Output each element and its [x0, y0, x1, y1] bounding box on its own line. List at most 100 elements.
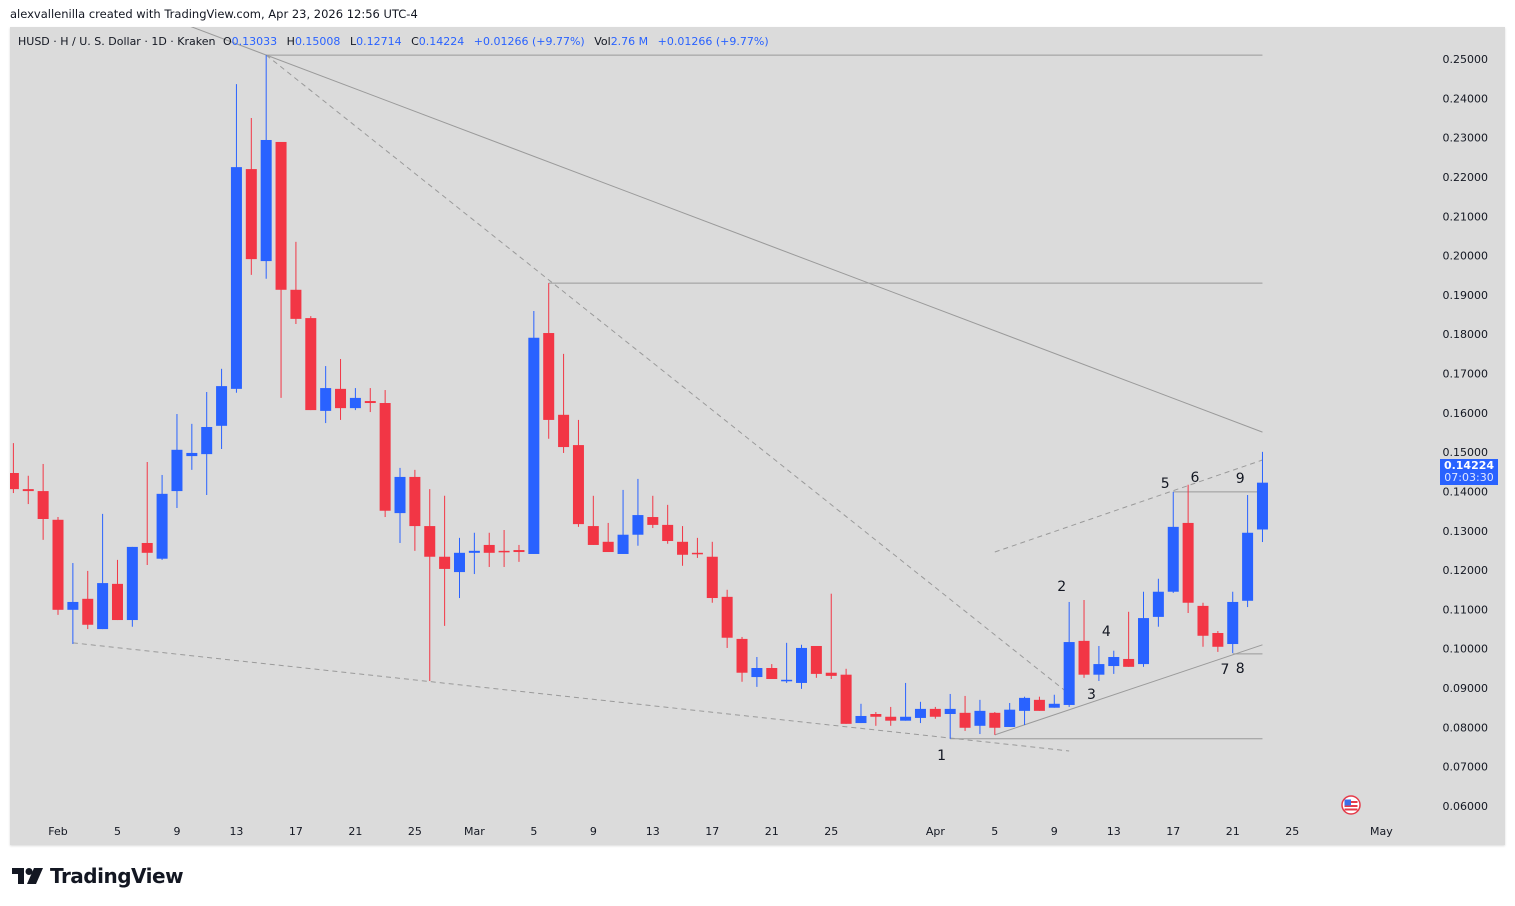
candle-up[interactable]	[67, 563, 79, 645]
candle-up[interactable]	[855, 703, 867, 724]
candle-up[interactable]	[320, 366, 332, 424]
candle-down[interactable]	[379, 390, 391, 518]
candle-down[interactable]	[8, 443, 19, 494]
candle-up[interactable]	[1093, 645, 1105, 681]
candle-down[interactable]	[959, 695, 971, 731]
us-flag-icon[interactable]	[1341, 795, 1361, 815]
candle-up[interactable]	[97, 513, 109, 630]
candle-up[interactable]	[1152, 578, 1164, 627]
dashed-trendline[interactable]	[994, 459, 1263, 553]
candle-up[interactable]	[186, 423, 198, 470]
candle-down[interactable]	[439, 495, 451, 626]
candle-down[interactable]	[275, 141, 287, 398]
candle-up[interactable]	[230, 84, 242, 393]
candle-down[interactable]	[766, 664, 778, 680]
candle-down[interactable]	[989, 712, 1001, 735]
candle-body	[10, 472, 19, 490]
candle-down[interactable]	[929, 706, 941, 719]
candle-down[interactable]	[52, 517, 64, 615]
candle-up[interactable]	[1167, 491, 1179, 593]
candle-down[interactable]	[840, 668, 852, 724]
candle-up[interactable]	[1048, 694, 1060, 708]
candle-down[interactable]	[810, 645, 822, 678]
dashed-trendline[interactable]	[72, 642, 1070, 752]
candle-up[interactable]	[974, 699, 986, 735]
candle-down[interactable]	[602, 522, 614, 553]
candle-up[interactable]	[1063, 601, 1075, 707]
candle-up[interactable]	[900, 682, 912, 721]
candle-up[interactable]	[944, 693, 956, 739]
candle-down[interactable]	[558, 353, 570, 453]
candle-down[interactable]	[335, 358, 347, 420]
candle-up[interactable]	[171, 414, 183, 508]
trendline[interactable]	[146, 10, 1263, 433]
candle-up[interactable]	[528, 311, 540, 554]
candle-up[interactable]	[468, 532, 480, 575]
candle-down[interactable]	[305, 316, 317, 411]
candle-down[interactable]	[498, 530, 510, 567]
candle-down[interactable]	[22, 475, 34, 505]
candle-up[interactable]	[1138, 591, 1150, 667]
time-axis[interactable]: Feb 5 9 13 17 21 25 Mar 5 9 13 17 21 25 Apr 5 9 13 17 21 25 M…	[48, 825, 1393, 838]
candle-down[interactable]	[141, 461, 153, 565]
candle-down[interactable]	[1212, 631, 1224, 652]
candle-up[interactable]	[914, 701, 926, 724]
candle-up[interactable]	[1004, 702, 1016, 727]
candle-down[interactable]	[572, 419, 584, 527]
candle-up[interactable]	[156, 474, 168, 560]
tradingview-logo[interactable]: TradingView	[12, 863, 184, 889]
candle-down[interactable]	[1182, 484, 1194, 613]
candle-down[interactable]	[1078, 599, 1090, 678]
candle-up[interactable]	[126, 546, 138, 627]
candle-down[interactable]	[37, 463, 49, 540]
candle-up[interactable]	[201, 392, 213, 496]
time-tick-label: 13	[229, 825, 243, 838]
candle-down[interactable]	[424, 489, 436, 681]
candle-up[interactable]	[1108, 650, 1120, 674]
candle-down[interactable]	[82, 570, 94, 630]
dashed-trendline[interactable]	[265, 54, 1065, 691]
candle-down[interactable]	[1033, 696, 1045, 711]
candle-down[interactable]	[677, 526, 689, 566]
candle-down[interactable]	[483, 532, 495, 567]
candle-down[interactable]	[691, 537, 703, 558]
candle-down[interactable]	[647, 495, 659, 529]
candle-down[interactable]	[885, 706, 897, 726]
candle-up[interactable]	[617, 489, 629, 554]
candle-down[interactable]	[111, 559, 123, 621]
candle-up[interactable]	[394, 467, 406, 543]
candle-up[interactable]	[1019, 696, 1031, 726]
price-axis[interactable]: 0.25000 0.24000 0.23000 0.22000 0.21000 0.200…	[1443, 53, 1489, 813]
candle-down[interactable]	[1123, 611, 1135, 667]
candle-down[interactable]	[364, 388, 376, 413]
candle-up[interactable]	[796, 644, 807, 689]
candle-up[interactable]	[260, 55, 272, 279]
candle-up[interactable]	[632, 478, 644, 546]
candle-down[interactable]	[736, 636, 748, 682]
candle-up[interactable]	[1242, 495, 1254, 608]
candle-up[interactable]	[216, 368, 228, 450]
candle-down[interactable]	[543, 283, 555, 439]
trendline[interactable]	[994, 644, 1263, 736]
candle-down[interactable]	[721, 589, 733, 648]
candle-down[interactable]	[513, 544, 525, 562]
price-tick-label: 0.11000	[1443, 603, 1489, 616]
candle-down[interactable]	[662, 504, 674, 544]
candle-down[interactable]	[870, 712, 882, 726]
candle-up[interactable]	[1256, 451, 1268, 543]
candle-up[interactable]	[781, 642, 793, 683]
candle-up[interactable]	[453, 537, 465, 599]
candle-up[interactable]	[1227, 591, 1239, 654]
chart-panel[interactable]	[10, 27, 1505, 845]
candle-down[interactable]	[706, 541, 718, 603]
candle-down[interactable]	[825, 593, 837, 680]
candle-down[interactable]	[1197, 602, 1209, 647]
candle-down[interactable]	[587, 495, 599, 545]
candle-down[interactable]	[245, 117, 257, 275]
candle-up[interactable]	[349, 388, 361, 411]
candle-down[interactable]	[290, 241, 302, 324]
symbol-description[interactable]: HUSD · H / U. S. Dollar · 1D · Kraken	[18, 35, 216, 48]
candle-up[interactable]	[751, 656, 763, 687]
candle-down[interactable]	[409, 469, 421, 551]
